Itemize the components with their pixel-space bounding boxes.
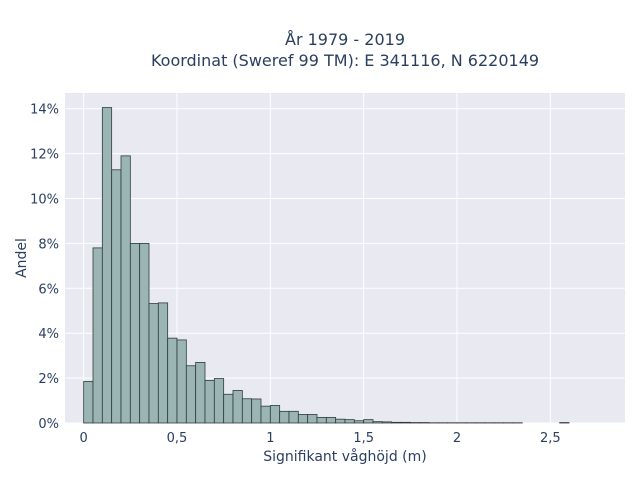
bars: [83, 107, 570, 424]
histogram-bar: [316, 416, 327, 424]
histogram-bar: [157, 302, 169, 424]
x-tick-label: 0,5: [167, 431, 188, 446]
x-tick-label: 0: [80, 431, 88, 446]
histogram-bar: [372, 421, 383, 424]
y-axis-title: Andel: [14, 238, 30, 278]
y-tick-label: 4%: [38, 327, 59, 342]
x-tick-label: 2,5: [540, 431, 561, 446]
histogram-bar: [400, 421, 411, 424]
y-tick-label: 8%: [38, 237, 59, 252]
histogram-bar: [363, 419, 374, 424]
histogram-bar: [353, 420, 365, 424]
histogram-bar: [297, 414, 309, 424]
histogram-bar: [325, 416, 337, 424]
chart-title-line2: Koordinat (Sweref 99 TM): E 341116, N 62…: [151, 51, 539, 70]
histogram-bar: [120, 155, 131, 424]
chart-title-line1: År 1979 - 2019: [285, 30, 405, 49]
histogram-bar: [279, 410, 290, 424]
histogram-bar: [269, 405, 281, 424]
histogram-bar: [251, 398, 262, 424]
histogram-bar: [185, 365, 197, 424]
histogram-bar: [307, 414, 318, 424]
histogram-bar: [195, 361, 206, 424]
histogram-bar: [335, 418, 346, 424]
histogram-bar: [344, 419, 355, 424]
y-tick-label: 0%: [38, 417, 59, 432]
histogram-bar: [139, 243, 150, 424]
histogram-bar: [111, 169, 122, 424]
x-tick-label: 2: [453, 431, 461, 446]
histogram-bar: [223, 393, 234, 424]
x-tick-label: 1: [266, 431, 274, 446]
y-tick-label: 14%: [30, 103, 59, 118]
histogram-bar: [232, 390, 243, 424]
x-tick-label: 1,5: [353, 431, 374, 446]
histogram-bar: [129, 243, 141, 424]
histogram-bar: [241, 398, 253, 424]
y-tick-label: 6%: [38, 282, 59, 297]
histogram-bar: [167, 337, 178, 424]
histogram-bar: [391, 421, 402, 424]
histogram-bar: [83, 381, 94, 424]
histogram-bar: [101, 107, 113, 424]
histogram-bar: [381, 421, 393, 424]
histogram-bar: [213, 378, 225, 424]
x-tick-labels: 0 0,5 1 1,5 2 2,5: [80, 431, 561, 446]
histogram-bar: [260, 405, 271, 424]
histogram-bar: [176, 339, 187, 424]
y-tick-label: 2%: [38, 372, 59, 387]
y-tick-label: 10%: [30, 193, 59, 208]
y-tick-label: 12%: [30, 148, 59, 163]
histogram-bar: [204, 379, 215, 424]
histogram-bar: [92, 247, 103, 424]
x-axis-title: Signifikant våghöjd (m): [263, 448, 426, 465]
y-tick-labels: 0% 2% 4% 6% 8% 10% 12% 14%: [30, 103, 59, 432]
histogram-bar: [148, 303, 159, 424]
histogram-bar: [288, 410, 299, 424]
